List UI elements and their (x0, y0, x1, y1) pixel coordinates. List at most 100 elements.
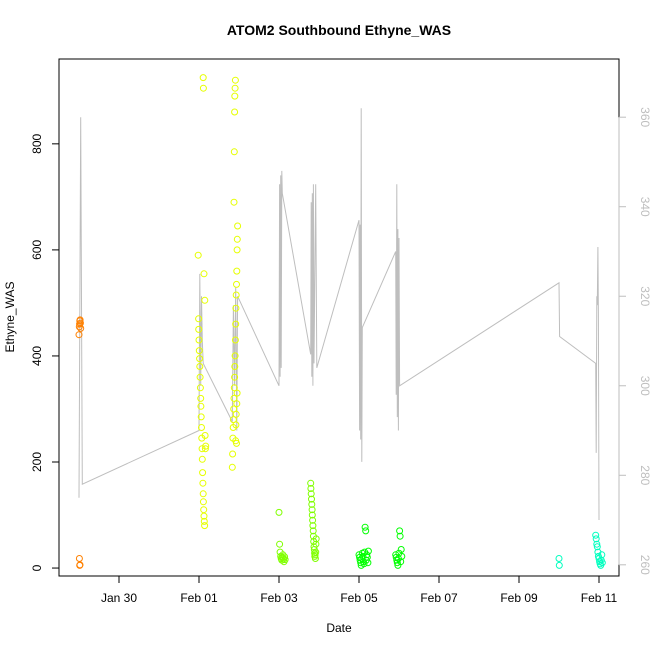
data-point (76, 319, 84, 327)
data-point (231, 352, 239, 360)
x-tick-label: Feb 11 (581, 591, 618, 605)
y-right-tick-label: 260 (638, 555, 650, 575)
data-point (232, 421, 240, 429)
data-point (196, 355, 204, 363)
data-point (75, 555, 83, 562)
y-tick-label: 0 (30, 564, 44, 571)
data-point (232, 291, 240, 299)
data-point (200, 506, 208, 514)
data-point (233, 246, 241, 254)
data-point (200, 517, 208, 525)
data-point (393, 556, 401, 564)
plot-frame (58, 58, 620, 577)
data-point (197, 402, 205, 410)
data-point (231, 76, 239, 84)
data-point (364, 559, 372, 567)
data-point (312, 540, 320, 548)
x-tick-label: Feb 05 (340, 591, 378, 605)
data-point (232, 304, 240, 312)
data-point (198, 424, 205, 431)
data-point (200, 512, 208, 520)
y-right-tick-label: 360 (638, 107, 650, 127)
data-point (309, 522, 317, 530)
data-point (199, 74, 207, 82)
x-tick-label: Feb 07 (420, 591, 458, 605)
data-point (393, 559, 401, 567)
data-point (231, 363, 239, 370)
data-point (312, 548, 320, 556)
data-point (199, 84, 207, 92)
data-point (199, 479, 207, 487)
x-axis: Jan 30 Feb 01 Feb 03 Feb 05 Feb 07 Feb 09 Feb … (101, 575, 618, 605)
data-point (194, 251, 202, 259)
x-tick-label: Feb 03 (260, 591, 298, 605)
data-point (76, 320, 84, 328)
data-point (233, 235, 241, 243)
data-point (598, 559, 606, 567)
data-point (360, 560, 368, 568)
data-point (229, 450, 237, 458)
data-point (309, 516, 317, 524)
scatter-points-layer (75, 74, 606, 569)
data-point (228, 463, 236, 471)
x-tick-label: Jan 30 (101, 591, 137, 605)
data-point (592, 535, 600, 543)
x-axis-label: Date (326, 621, 352, 635)
data-point (199, 498, 207, 506)
data-point (598, 551, 606, 559)
data-point (308, 495, 315, 503)
data-point (231, 84, 239, 92)
data-point (397, 546, 405, 553)
data-point (197, 413, 205, 421)
data-point (232, 320, 240, 328)
data-point (364, 547, 372, 555)
data-point (76, 561, 84, 569)
data-point (307, 479, 315, 487)
data-point (231, 373, 239, 381)
data-point (592, 531, 600, 539)
y-tick-label: 600 (30, 240, 44, 260)
y-right-tick-label: 320 (638, 286, 650, 306)
data-point (201, 296, 209, 304)
data-point (363, 551, 371, 559)
right-axis-line-series (78, 108, 600, 521)
data-point (196, 363, 204, 370)
data-point (396, 527, 404, 535)
data-point (195, 325, 203, 333)
data-point (281, 553, 289, 561)
data-point (195, 315, 203, 323)
data-point (75, 331, 83, 339)
data-point (233, 267, 241, 275)
data-point (311, 551, 319, 559)
data-point (201, 522, 209, 530)
data-point (398, 552, 406, 560)
x-tick-label: Feb 01 (180, 591, 218, 605)
data-point (198, 455, 206, 463)
data-point (231, 108, 239, 116)
data-point (197, 394, 205, 402)
data-point (396, 532, 404, 540)
data-point (231, 92, 239, 100)
data-point (199, 469, 207, 477)
y-axis-label: Ethyne_WAS (3, 282, 17, 353)
data-point (199, 490, 207, 498)
data-point (233, 400, 241, 408)
data-point (308, 511, 316, 519)
data-point (312, 535, 320, 543)
data-point (555, 555, 563, 562)
data-point (593, 540, 601, 548)
data-point (281, 556, 289, 564)
data-point (196, 384, 204, 392)
y-axis-right: 260 280 300 320 340 360 (618, 107, 650, 575)
data-point (77, 324, 85, 332)
data-point (196, 373, 204, 381)
data-point (201, 432, 209, 439)
data-point (200, 270, 208, 278)
data-point (308, 500, 316, 508)
data-point (397, 558, 405, 566)
data-point (593, 543, 601, 551)
data-point (195, 347, 203, 355)
chart-title: ATOM2 Southbound Ethyne_WAS (227, 22, 451, 38)
data-point (307, 485, 315, 492)
